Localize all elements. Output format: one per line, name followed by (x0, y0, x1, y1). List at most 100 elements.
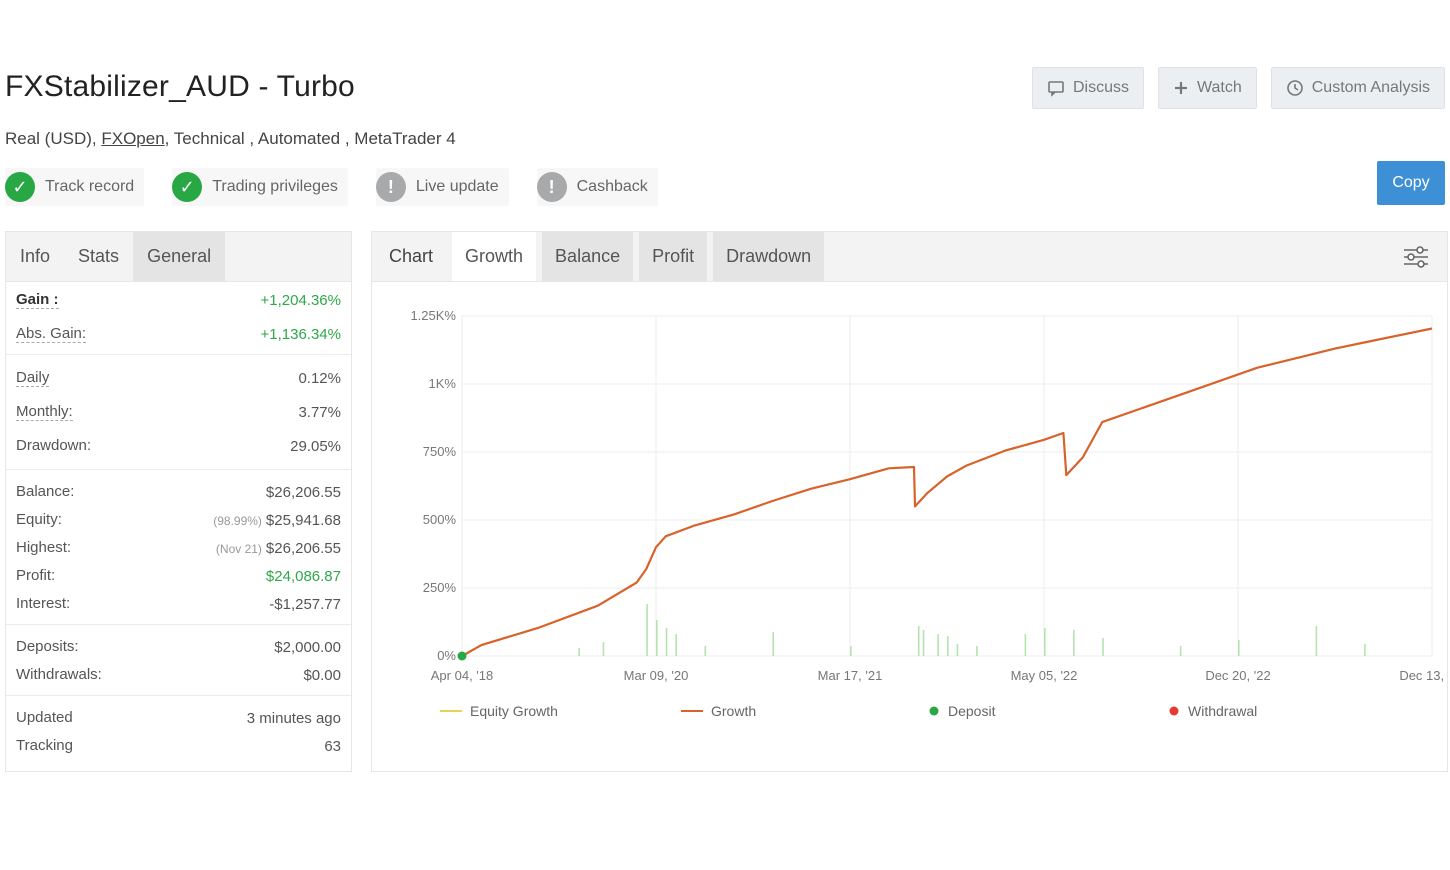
volume-bar (675, 634, 677, 656)
daily-value: 0.12% (298, 369, 341, 387)
volume-bar (1364, 644, 1366, 656)
stat-highest: Highest: (Nov 21) $26,206.55 (16, 534, 341, 562)
tab-stats[interactable]: Stats (78, 246, 120, 266)
account-tags: , Technical , Automated , MetaTrader 4 (164, 129, 456, 148)
volume-bar (704, 646, 707, 656)
growth-line-swatch (681, 710, 703, 712)
badge-label: Live update (415, 178, 499, 195)
stats-tabs: Info Stats General (6, 232, 351, 282)
tab-profit[interactable]: Profit (639, 232, 708, 281)
monthly-label[interactable]: Monthly: (16, 402, 73, 421)
profit-label: Profit: (16, 567, 56, 584)
withdrawals-label: Withdrawals: (16, 666, 102, 683)
stat-monthly: Monthly: 3.77% (16, 395, 341, 429)
volume-bar (1315, 626, 1318, 656)
abs-gain-value: +1,136.34% (260, 325, 342, 343)
x-tick-label: May 05, '22 (1011, 668, 1078, 683)
plus-icon (1174, 82, 1187, 94)
updated-label: Updated (16, 709, 73, 726)
chart-panel: Chart Growth Balance Profit Drawdown 0% 2… (371, 231, 1448, 772)
top-actions: Discuss Watch Custom Analysis (1031, 67, 1445, 109)
volume-bar (947, 636, 949, 656)
legend-equity-growth[interactable]: Equity Growth (440, 703, 558, 719)
badge-trading-privileges: ✓ Trading privileges (172, 168, 348, 206)
tab-drawdown[interactable]: Drawdown (713, 232, 825, 281)
gain-value: +1,204.36% (260, 291, 342, 309)
monthly-value: 3.77% (298, 403, 341, 421)
x-tick-label: Mar 09, '20 (624, 668, 689, 683)
badge-label: Track record (45, 178, 135, 195)
daily-label[interactable]: Daily (16, 368, 50, 387)
tracking-group: Updated 3 minutes ago Tracking 63 (6, 696, 351, 766)
volume-bar (976, 646, 978, 656)
equity-line-swatch (440, 710, 462, 712)
tab-general[interactable]: General (133, 232, 226, 281)
legend-growth[interactable]: Growth (681, 703, 756, 719)
badge-label: Trading privileges (212, 178, 338, 195)
stat-tracking: Tracking 63 (16, 732, 341, 760)
legend-label: Withdrawal (1188, 703, 1258, 719)
volume-bar (1179, 646, 1182, 656)
y-tick-label: 250% (423, 580, 457, 595)
custom-analysis-label: Custom Analysis (1311, 79, 1430, 96)
gain-label[interactable]: Gain : (16, 290, 59, 309)
volume-bar (956, 644, 959, 656)
y-tick-label: 0% (437, 648, 456, 663)
drawdown-value: 29.05% (290, 437, 341, 455)
account-subtitle: Real (USD), FXOpen, Technical , Automate… (5, 129, 456, 149)
chart-legend: Equity Growth Growth Deposit Withdrawal (372, 703, 1449, 733)
abs-gain-label[interactable]: Abs. Gain: (16, 324, 87, 343)
rate-group: Daily 0.12% Monthly: 3.77% Drawdown: 29.… (6, 355, 351, 470)
gain-group: Gain : +1,204.36% Abs. Gain: +1,136.34% (6, 282, 351, 355)
chart-tabs: Chart Growth Balance Profit Drawdown (372, 232, 1447, 282)
broker-link[interactable]: FXOpen (101, 129, 165, 148)
volume-bar (1238, 640, 1240, 656)
legend-withdrawal[interactable]: Withdrawal (1168, 703, 1257, 719)
deposits-group: Deposits: $2,000.00 Withdrawals: $0.00 (6, 625, 351, 696)
page-title: FXStabilizer_AUD - Turbo (5, 70, 355, 103)
x-tick-label: Apr 04, '18 (431, 668, 493, 683)
custom-analysis-button[interactable]: Custom Analysis (1270, 67, 1445, 109)
volume-bar (772, 632, 774, 656)
growth-chart[interactable]: 0% 250% 500% 750% 1K% 1.25K% Apr 04, '18 Mar 09… (372, 283, 1447, 703)
watch-button[interactable]: Watch (1157, 67, 1257, 109)
chart-settings-icon[interactable] (1401, 242, 1431, 277)
volume-bar (917, 626, 920, 656)
stat-withdrawals: Withdrawals: $0.00 (16, 661, 341, 689)
tab-balance[interactable]: Balance (542, 232, 634, 281)
withdrawals-value: $0.00 (303, 666, 341, 684)
copy-button[interactable]: Copy (1377, 161, 1445, 205)
stat-interest: Interest: -$1,257.77 (16, 590, 341, 618)
drawdown-label: Drawdown: (16, 437, 92, 454)
stat-daily: Daily 0.12% (16, 361, 341, 395)
tab-info[interactable]: Info (20, 246, 51, 266)
tracking-value: 63 (324, 737, 341, 755)
deposits-label: Deposits: (16, 638, 79, 655)
x-tick-label: Mar 17, '21 (818, 668, 883, 683)
y-tick-label: 500% (423, 512, 457, 527)
volume-bar (1044, 628, 1046, 656)
stat-drawdown: Drawdown: 29.05% (16, 429, 341, 463)
badge-live-update: ! Live update (375, 168, 509, 206)
badge-track-record: ✓ Track record (5, 168, 145, 206)
equity-label: Equity: (16, 511, 62, 528)
tab-growth[interactable]: Growth (452, 232, 537, 281)
volume-bar (1024, 634, 1027, 656)
stat-updated: Updated 3 minutes ago (16, 704, 341, 732)
interest-label: Interest: (16, 595, 71, 612)
volume-bar (665, 628, 668, 656)
legend-deposit[interactable]: Deposit (928, 703, 995, 719)
deposit-point (457, 651, 467, 661)
equity-amount: $25,941.68 (265, 511, 341, 529)
highest-value: (Nov 21) $26,206.55 (216, 540, 341, 557)
highest-amount: $26,206.55 (265, 539, 341, 557)
stat-abs-gain: Abs. Gain: +1,136.34% (16, 320, 341, 348)
highest-label: Highest: (16, 539, 72, 556)
volume-bar (578, 648, 580, 656)
volume-bar (850, 646, 852, 656)
discuss-button[interactable]: Discuss (1031, 67, 1144, 109)
account-type: Real (USD), (5, 129, 97, 148)
stat-balance: Balance: $26,206.55 (16, 478, 341, 506)
comment-icon (1048, 81, 1064, 97)
y-tick-label: 1.25K% (410, 308, 456, 323)
